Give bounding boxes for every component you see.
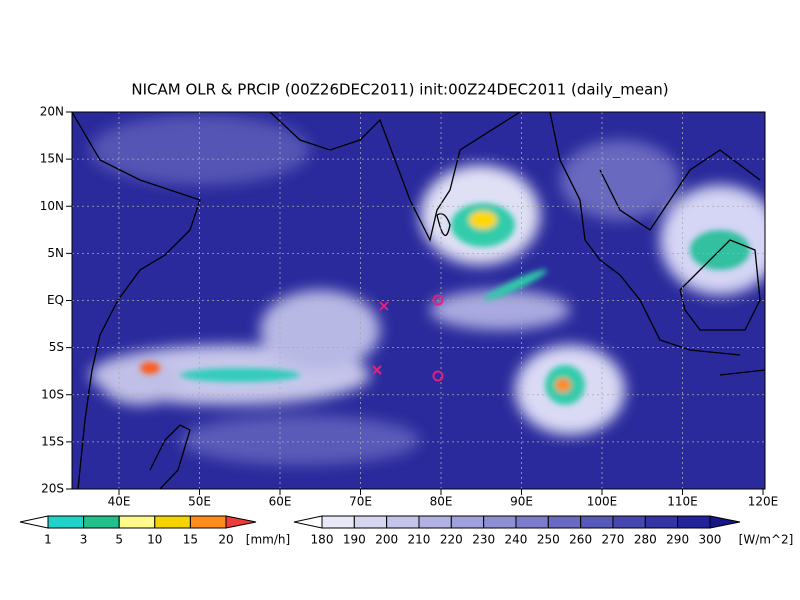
colorbar-box [353,515,388,529]
title: NICAM OLR & PRCIP (00Z26DEC2011) init:00… [131,81,668,100]
lon-label: 100E [587,495,618,509]
colorbar-box [189,515,227,529]
colorbar-box [47,515,85,529]
colorbar-label: 230 [472,533,495,547]
colorbar-label: 300 [699,533,722,547]
colorbar-arrow [19,515,49,529]
colorbar-box [154,515,191,529]
colorbar-box [612,515,646,529]
colorbar-unit: [W/m^2] [739,533,794,547]
lat-label: 20N [40,105,64,119]
colorbar-label: 210 [408,533,431,547]
colorbar-label: 180 [311,533,334,547]
lon-label: 40E [108,495,131,509]
lat-label: 20S [41,482,64,496]
colorbar-label: 290 [666,533,689,547]
colorbar-label: 270 [602,533,625,547]
lat-label: 5S [49,340,64,354]
colorbar-box [83,515,120,529]
lat-label: 5N [47,246,64,260]
colorbar-label: 200 [375,533,398,547]
colorbar-box [515,515,549,529]
colorbar-label: 240 [505,533,528,547]
colorbar-box [483,515,517,529]
colorbar-label: 250 [537,533,560,547]
colorbar-arrow [225,515,257,529]
lat-label: 15S [41,434,64,448]
lon-label: 60E [269,495,292,509]
lon-label: 80E [430,495,453,509]
colorbar-box [118,515,156,529]
colorbar-label: 1 [44,533,52,547]
lon-label: 120E [748,495,779,509]
colorbar-label: 280 [634,533,657,547]
lon-label: 50E [188,495,211,509]
colorbar-label: 220 [440,533,463,547]
colorbar-box [386,515,420,529]
colorbar-label: 20 [218,533,233,547]
colorbar-box [644,515,679,529]
lat-label: EQ [47,293,64,307]
lon-label: 110E [667,495,698,509]
lon-label: 70E [349,495,372,509]
colorbar-label: 190 [343,533,366,547]
colorbar-arrow [709,515,741,529]
colorbar-box [321,515,355,529]
colorbar-box [418,515,452,529]
colorbar-box [580,515,614,529]
colorbar-label: 15 [183,533,198,547]
map [72,112,765,489]
lat-label: 15N [40,152,64,166]
colorbar-label: 3 [80,533,88,547]
colorbar-label: 5 [115,533,123,547]
colorbar-label: 10 [147,533,162,547]
colorbar-box [677,515,711,529]
lat-label: 10N [40,199,64,213]
colorbar-label: 260 [569,533,592,547]
colorbar-unit: [mm/h] [246,533,290,547]
colorbar-box [450,515,485,529]
colorbar-arrow [293,515,323,529]
lat-label: 10S [41,387,64,401]
colorbar-box [547,515,582,529]
lon-label: 90E [510,495,533,509]
